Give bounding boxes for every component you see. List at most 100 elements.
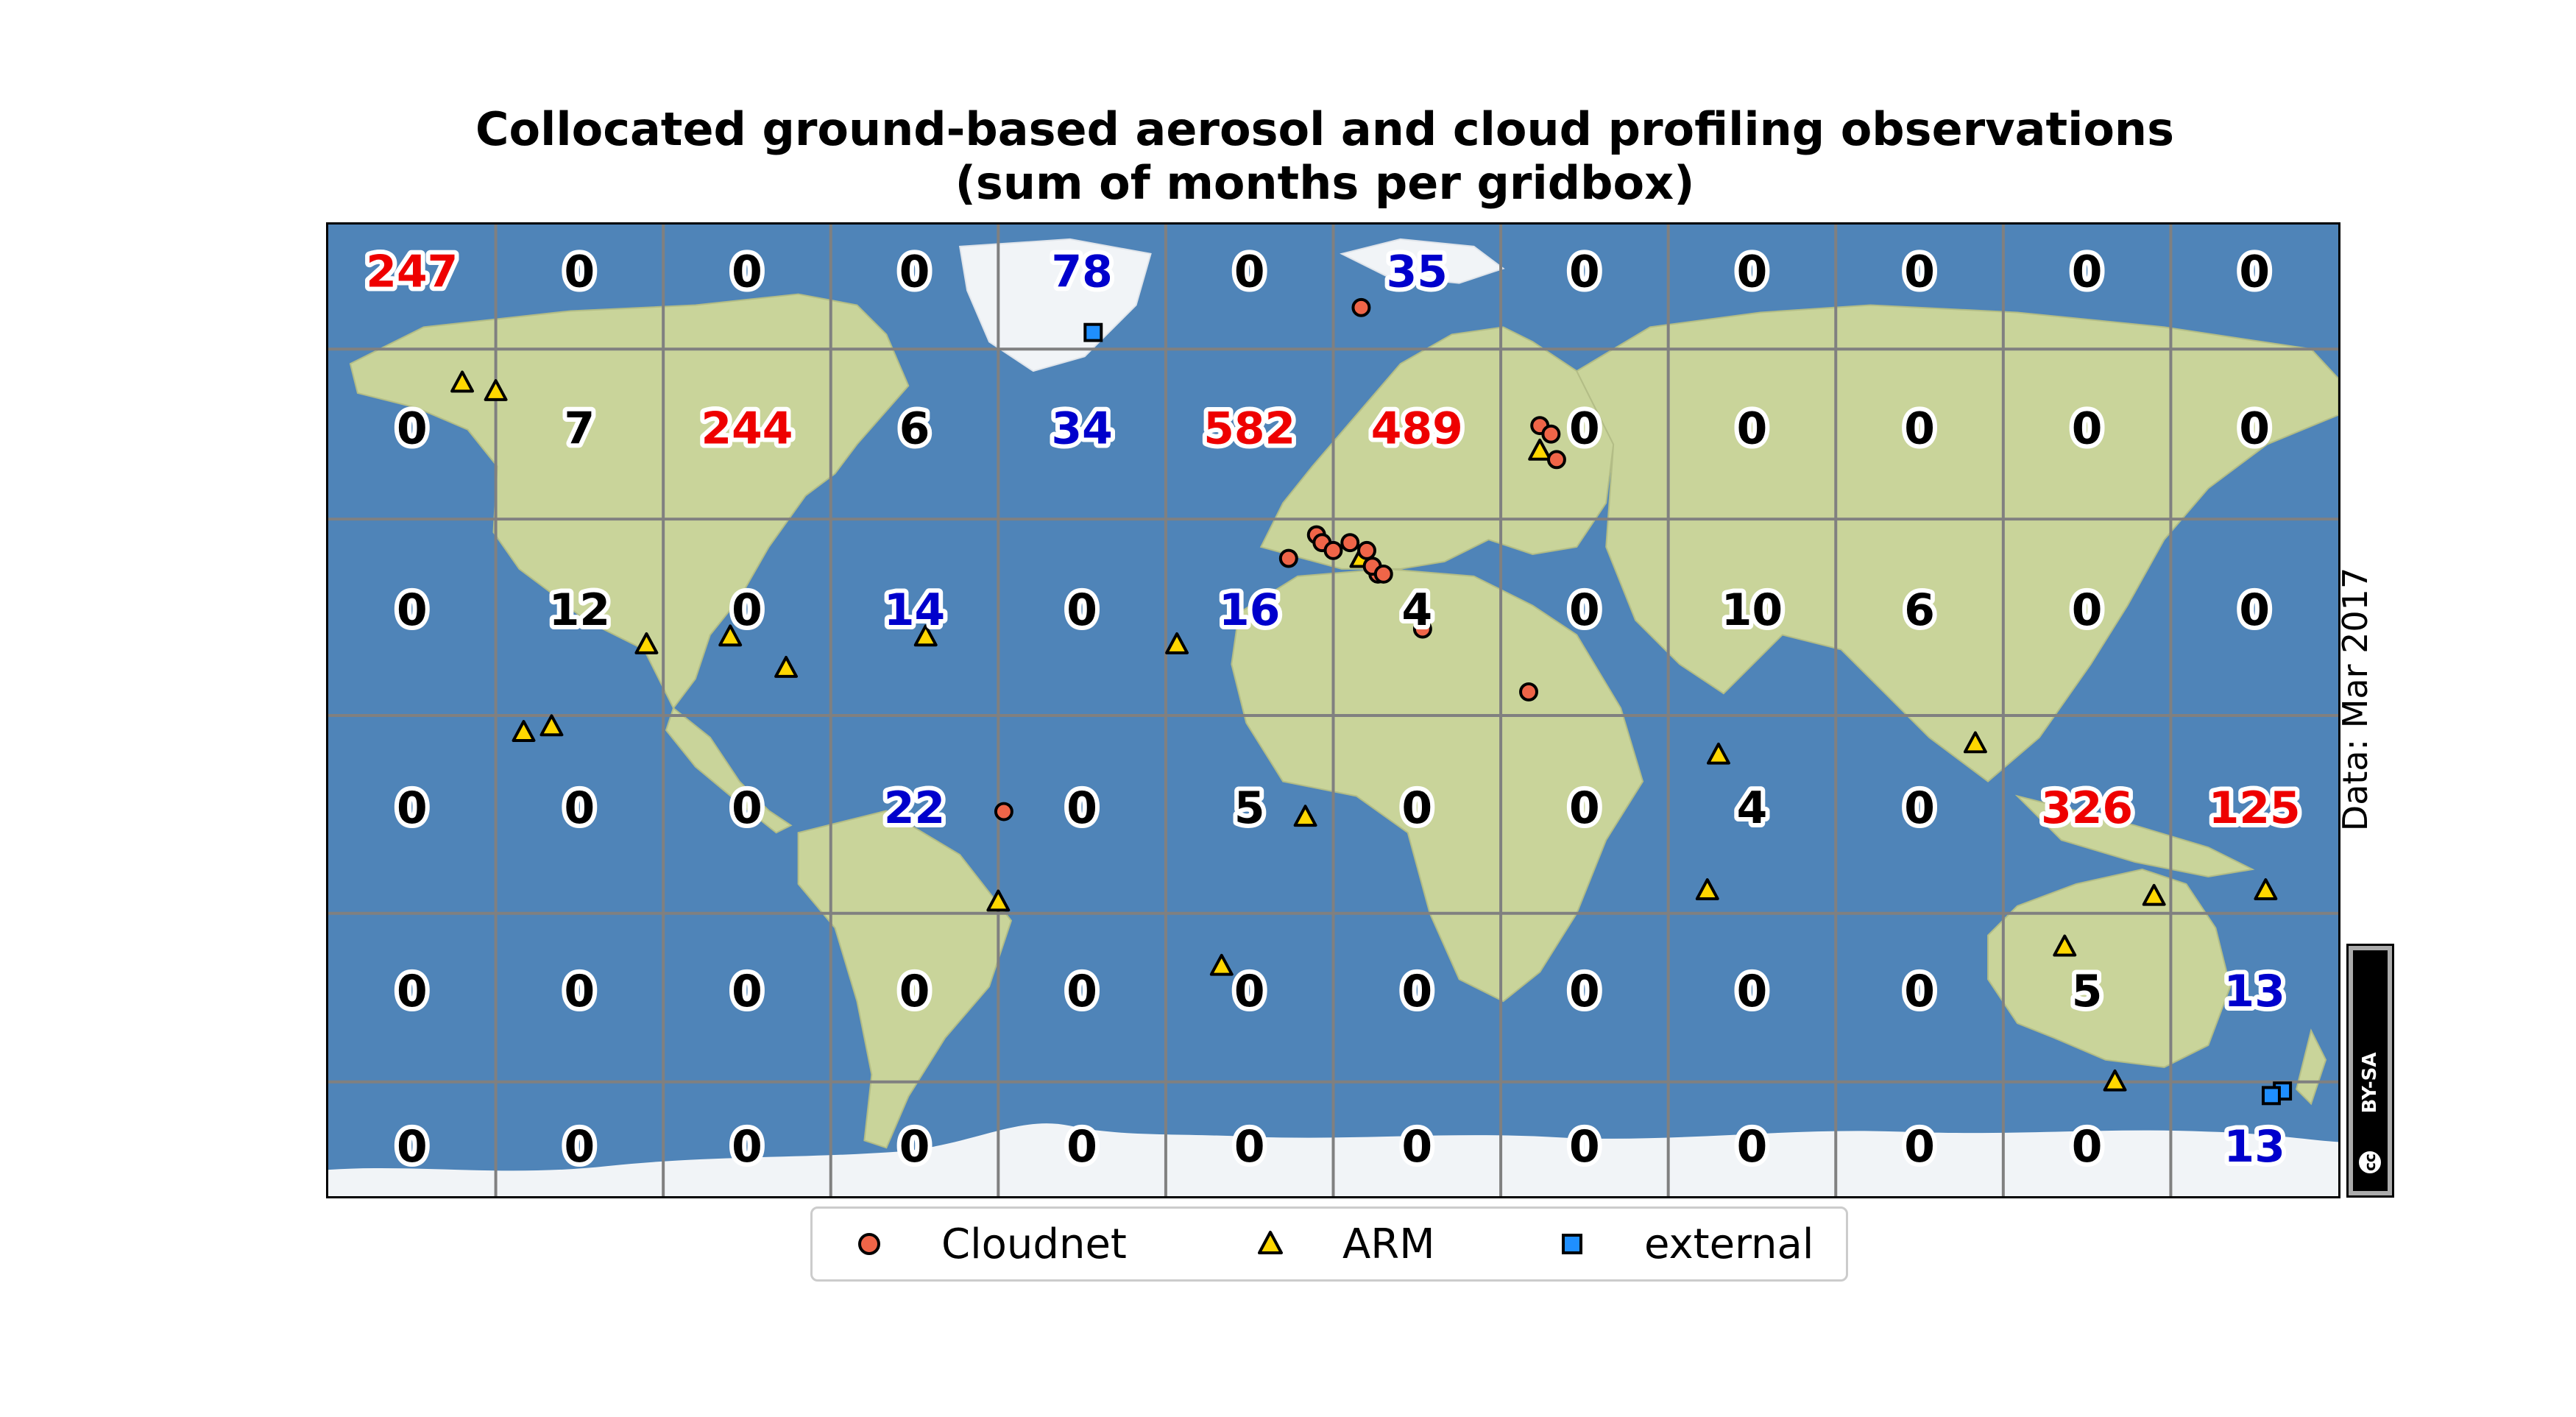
gridbox-count: 0 bbox=[1066, 967, 1097, 1017]
gridbox-count: 0 bbox=[565, 1122, 595, 1173]
gridbox-count: 0 bbox=[732, 585, 762, 636]
gridbox-count: 12 bbox=[549, 585, 610, 636]
arm-site-marker bbox=[2053, 934, 2077, 957]
arm-site-marker bbox=[484, 379, 508, 401]
gridbox-count: 0 bbox=[397, 403, 428, 454]
arm-site-marker bbox=[539, 714, 564, 737]
cloudnet-site-marker bbox=[994, 802, 1013, 821]
land-masses bbox=[349, 238, 2338, 1149]
gridbox-count: 4 bbox=[1737, 783, 1768, 834]
cloudnet-site-marker bbox=[1519, 682, 1538, 702]
gridbox-count: 0 bbox=[1569, 783, 1600, 834]
greenland bbox=[958, 238, 1152, 372]
arm-site-marker bbox=[986, 889, 1011, 912]
circle-marker-icon bbox=[858, 1233, 880, 1255]
cloudnet-site-marker bbox=[1373, 564, 1393, 584]
gridbox-count: 0 bbox=[899, 247, 930, 297]
gridbox-count: 10 bbox=[1722, 585, 1783, 636]
arm-site-marker bbox=[1528, 438, 1552, 461]
central-america bbox=[665, 707, 793, 834]
gridbox-count: 7 bbox=[565, 403, 595, 454]
gridbox-count: 0 bbox=[1737, 247, 1768, 297]
legend-label-arm: ARM bbox=[1342, 1220, 1435, 1268]
arm-site-marker bbox=[512, 720, 536, 742]
gridbox-count: 0 bbox=[1569, 403, 1600, 454]
cloudnet-site-marker bbox=[1546, 450, 1566, 470]
data-date-label: Data: Mar 2017 bbox=[2335, 567, 2375, 832]
gridbox-count: 0 bbox=[1904, 1122, 1935, 1173]
gridbox-count: 125 bbox=[2209, 783, 2301, 834]
gridbox-count: 0 bbox=[1569, 967, 1600, 1017]
gridbox-counts: 247 0 0 0 78 0 35 0 0 0 0 0 0 7 244 6 34 582 489 0 0 0 0 0 0 12 0 1… bbox=[361, 242, 2304, 1176]
gridbox-count: 0 bbox=[565, 783, 595, 834]
cloudnet-site-marker bbox=[1412, 619, 1432, 639]
gridbox-count: 0 bbox=[1569, 1122, 1600, 1173]
gridbox-count: 0 bbox=[565, 247, 595, 297]
gridbox-count: 489 bbox=[1371, 403, 1463, 454]
external-site-marker bbox=[1083, 322, 1103, 342]
arm-site-marker bbox=[634, 632, 659, 654]
legend-item-external: external bbox=[1556, 1209, 1814, 1279]
chart-title: Collocated ground-based aerosol and clou… bbox=[475, 102, 2174, 156]
arm-site-marker bbox=[1209, 953, 1234, 976]
arm-site-marker bbox=[1695, 878, 1719, 900]
gridbox-count: 0 bbox=[1066, 585, 1097, 636]
cloudnet-site-marker bbox=[1323, 540, 1343, 560]
map-canvas: 247 0 0 0 78 0 35 0 0 0 0 0 0 7 244 6 34 582 489 0 0 0 0 0 0 12 0 1… bbox=[328, 225, 2338, 1196]
gridbox-count: 0 bbox=[732, 247, 762, 297]
arm-site-marker bbox=[450, 370, 475, 393]
legend-label-external: external bbox=[1644, 1220, 1814, 1268]
gridbox-count: 244 bbox=[701, 403, 793, 454]
gridbox-count: 0 bbox=[1066, 1122, 1097, 1173]
gridbox-count: 35 bbox=[1387, 247, 1448, 297]
gridbox-count: 78 bbox=[1051, 247, 1112, 297]
arm-site-marker bbox=[2142, 883, 2166, 906]
legend-item-cloudnet: Cloudnet bbox=[853, 1209, 1127, 1279]
gridbox-count: 0 bbox=[1234, 967, 1265, 1017]
south-america bbox=[797, 810, 1013, 1149]
gridbox-count: 0 bbox=[732, 967, 762, 1017]
gridbox-count: 0 bbox=[1234, 1122, 1265, 1173]
gridbox-count: 0 bbox=[1904, 967, 1935, 1017]
square-marker-icon bbox=[1562, 1234, 1582, 1254]
gridbox-count: 6 bbox=[1904, 585, 1935, 636]
gridbox-count: 0 bbox=[1737, 403, 1768, 454]
gridbox-count: 326 bbox=[2041, 783, 2133, 834]
gridbox-count: 0 bbox=[397, 1122, 428, 1173]
arm-site-marker bbox=[1293, 805, 1317, 827]
cc-icon: cc bbox=[2356, 1148, 2384, 1176]
external-site-marker bbox=[2261, 1086, 2281, 1106]
arm-site-marker bbox=[718, 624, 743, 647]
gridbox-count: 0 bbox=[2239, 247, 2270, 297]
gridbox-count: 0 bbox=[397, 585, 428, 636]
arm-site-marker bbox=[2103, 1069, 2127, 1092]
gridbox-count: 4 bbox=[1401, 585, 1432, 636]
gridbox-count: 0 bbox=[732, 783, 762, 834]
cloudnet-site-marker bbox=[1541, 424, 1561, 444]
arm-site-marker bbox=[913, 624, 938, 647]
gridbox-count: 0 bbox=[1904, 783, 1935, 834]
gridbox-count: 0 bbox=[1737, 1122, 1768, 1173]
gridbox-count: 5 bbox=[2072, 967, 2103, 1017]
gridbox-count: 0 bbox=[899, 1122, 930, 1173]
gridbox-count: 0 bbox=[565, 967, 595, 1017]
gridbox-count: 0 bbox=[397, 783, 428, 834]
gridbox-count: 247 bbox=[366, 247, 458, 297]
gridbox-count: 16 bbox=[1219, 585, 1280, 636]
gridbox-count: 0 bbox=[1569, 247, 1600, 297]
arm-site-marker bbox=[2254, 878, 2278, 900]
gridbox-count: 13 bbox=[2224, 1122, 2285, 1173]
cloudnet-site-marker bbox=[1278, 548, 1298, 568]
license-label: BY-SA bbox=[2359, 1052, 2381, 1114]
site-markers bbox=[450, 297, 2293, 1106]
new-zealand bbox=[2296, 1028, 2327, 1106]
arm-site-marker bbox=[1963, 731, 1987, 754]
triangle-marker-icon bbox=[1258, 1231, 1283, 1254]
gridbox-count: 0 bbox=[1401, 1122, 1432, 1173]
gridbox-count: 0 bbox=[1066, 783, 1097, 834]
gridbox-count: 34 bbox=[1051, 403, 1112, 454]
gridbox-count: 14 bbox=[884, 585, 945, 636]
gridbox-lines bbox=[328, 225, 2338, 1196]
cc-license-badge: BY-SA cc bbox=[2346, 944, 2394, 1198]
arm-site-marker bbox=[1165, 632, 1189, 654]
